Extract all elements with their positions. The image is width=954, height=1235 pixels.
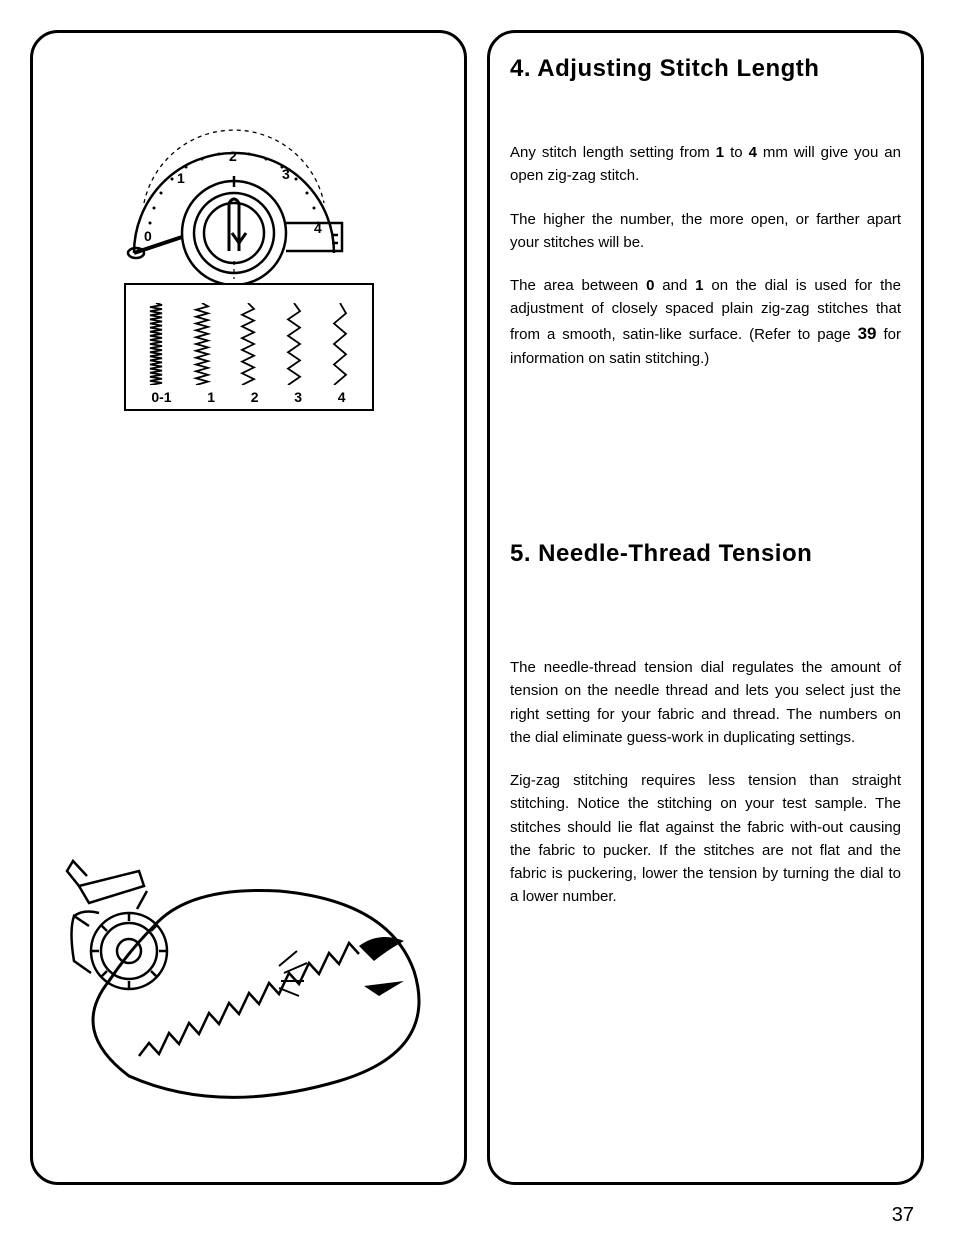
tension-dial-figure [59,831,439,1116]
section-4-heading: 4. Adjusting Stitch Length [510,55,901,83]
stitch-sample-2 [228,303,269,385]
tension-svg [59,831,439,1111]
bold-4: 4 [749,144,757,161]
stitch-sample-4 [320,303,361,385]
text: The area between [510,277,646,294]
stitch-label: 2 [251,389,259,405]
text: to [724,144,748,161]
dial-svg: 0 1 2 3 4 [104,83,364,283]
stitch-sample-1 [182,303,223,385]
stitch-sample-3 [274,303,315,385]
left-figure-column: 0 1 2 3 4 [30,30,467,1185]
section-4-para-1: Any stitch length setting from 1 to 4 mm… [510,141,901,188]
section-4-para-2: The higher the number, the more open, or… [510,208,901,255]
dial-label-2: 2 [229,148,237,164]
stitch-label: 1 [207,389,215,405]
section-5-para-2: Zig-zag stitching requires less tension … [510,769,901,909]
dial-label-3: 3 [282,166,290,182]
page-number: 37 [892,1204,914,1227]
dial-label-1: 1 [177,170,185,186]
stitch-label: 4 [338,389,346,405]
bold-1: 1 [716,144,724,161]
right-text-column: 4. Adjusting Stitch Length Any stitch le… [487,30,924,1185]
section-4-para-3: The area between 0 and 1 on the dial is … [510,274,901,370]
stitch-label: 0-1 [151,389,171,405]
bold-1b: 1 [695,277,703,294]
bold-39: 39 [858,324,877,343]
text: and [654,277,695,294]
stitch-sample-table: 0-1 1 2 3 4 [124,283,374,411]
stitch-length-dial-figure: 0 1 2 3 4 [104,83,394,411]
section-5-heading: 5. Needle-Thread Tension [510,540,901,568]
stitch-sample-0-1 [136,303,177,385]
dial-label-0: 0 [144,228,152,244]
stitch-label: 3 [294,389,302,405]
text: Any stitch length setting from [510,144,716,161]
section-5-para-1: The needle-thread tension dial regulates… [510,656,901,749]
